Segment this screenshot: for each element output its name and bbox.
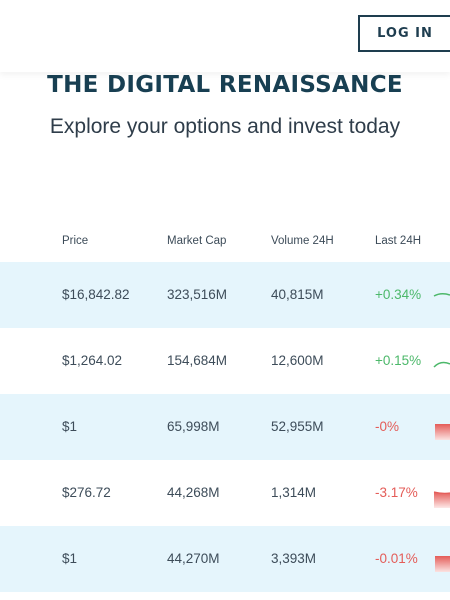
- market-cap-cell: 65,998M: [167, 419, 220, 434]
- table-row[interactable]: $1 44,270M 3,393M -0.01%: [0, 526, 450, 592]
- column-header-price: Price: [62, 235, 89, 247]
- market-cap-cell: 323,516M: [167, 287, 228, 302]
- change-cell: +0.15%: [375, 353, 422, 368]
- volume-cell: 12,600M: [271, 353, 324, 368]
- column-header-last-24h: Last 24H: [375, 235, 422, 247]
- change-cell: -0.01%: [375, 551, 418, 566]
- volume-cell: 52,955M: [271, 419, 324, 434]
- price-cell: $1: [62, 551, 78, 566]
- column-header-volume: Volume 24H: [271, 235, 334, 247]
- table-row[interactable]: $16,842.82 323,516M 40,815M +0.34%: [0, 262, 450, 328]
- sparkline-up-icon: [433, 292, 450, 297]
- sparkline-down-icon: [433, 491, 450, 508]
- price-cell: $1: [62, 419, 78, 434]
- market-cap-cell: 44,270M: [167, 551, 220, 566]
- login-button[interactable]: LOG IN: [358, 15, 450, 52]
- page-title: THE DIGITAL RENAISSANCE: [47, 72, 403, 98]
- volume-cell: 40,815M: [271, 287, 324, 302]
- change-cell: +0.34%: [375, 287, 422, 302]
- sparkline-down-icon: [435, 556, 450, 572]
- sparkline-up-icon: [433, 361, 450, 368]
- market-cap-cell: 44,268M: [167, 485, 220, 500]
- price-cell: $276.72: [62, 485, 111, 500]
- change-cell: -3.17%: [375, 485, 418, 500]
- volume-cell: 1,314M: [271, 485, 317, 500]
- table-row[interactable]: $1,264.02 154,684M 12,600M +0.15%: [0, 328, 450, 394]
- page-subtitle: Explore your options and invest today: [49, 115, 401, 138]
- volume-cell: 3,393M: [271, 551, 317, 566]
- column-header-market-cap: Market Cap: [167, 235, 227, 247]
- sparkline-down-icon: [435, 424, 450, 440]
- market-cap-cell: 154,684M: [167, 353, 228, 368]
- price-cell: $1,264.02: [62, 353, 123, 368]
- table-row[interactable]: $1 65,998M 52,955M -0%: [0, 394, 450, 460]
- price-cell: $16,842.82: [62, 287, 130, 302]
- table-row[interactable]: $276.72 44,268M 1,314M -3.17%: [0, 460, 450, 526]
- top-header: LOG IN: [0, 0, 450, 72]
- change-cell: -0%: [375, 419, 400, 434]
